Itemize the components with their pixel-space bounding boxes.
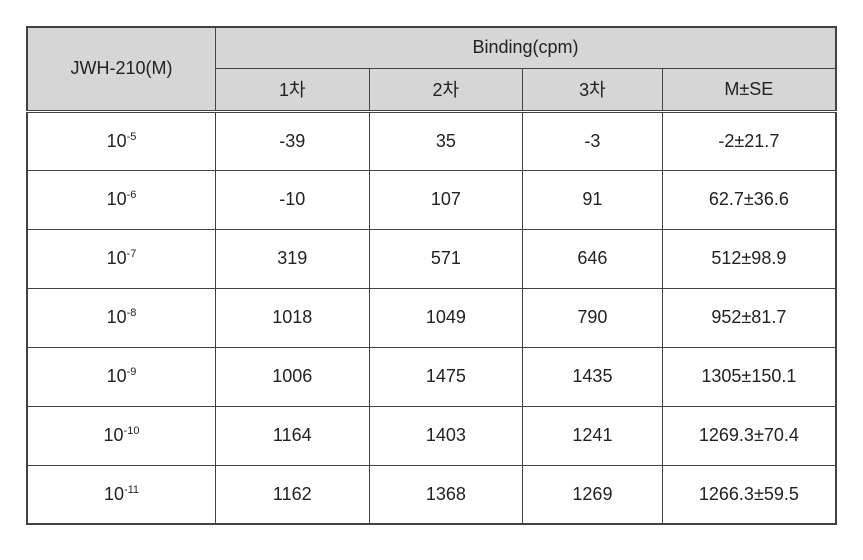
val-mse: 1269.3±70.4 xyxy=(662,406,836,465)
val-c3: 1435 xyxy=(523,347,663,406)
table-row: 10-5 -39 35 -3 -2±21.7 xyxy=(27,111,836,170)
concentration-cell: 10-5 xyxy=(27,111,216,170)
table-row: 10-9 1006 1475 1435 1305±150.1 xyxy=(27,347,836,406)
binding-header: Binding(cpm) xyxy=(216,27,837,68)
concentration-cell: 10-7 xyxy=(27,229,216,288)
val-mse: 62.7±36.6 xyxy=(662,170,836,229)
table-body: 10-5 -39 35 -3 -2±21.7 10-6 -10 107 91 6… xyxy=(27,111,836,524)
binding-table: JWH-210(M) Binding(cpm) 1차 2차 3차 M±SE 10… xyxy=(26,26,837,525)
val-c3: 1241 xyxy=(523,406,663,465)
subheader-1: 1차 xyxy=(216,68,370,111)
val-c1: 1018 xyxy=(216,288,370,347)
table-row: 10-11 1162 1368 1269 1266.3±59.5 xyxy=(27,465,836,524)
val-mse: 1266.3±59.5 xyxy=(662,465,836,524)
val-mse: 952±81.7 xyxy=(662,288,836,347)
val-c2: 1403 xyxy=(369,406,523,465)
val-c1: 1164 xyxy=(216,406,370,465)
val-c1: -10 xyxy=(216,170,370,229)
table-row: 10-8 1018 1049 790 952±81.7 xyxy=(27,288,836,347)
subheader-3: 3차 xyxy=(523,68,663,111)
val-c3: 646 xyxy=(523,229,663,288)
val-c2: 1368 xyxy=(369,465,523,524)
concentration-cell: 10-6 xyxy=(27,170,216,229)
val-c3: 790 xyxy=(523,288,663,347)
val-c2: 107 xyxy=(369,170,523,229)
table-row: 10-6 -10 107 91 62.7±36.6 xyxy=(27,170,836,229)
val-c1: 1006 xyxy=(216,347,370,406)
val-c2: 571 xyxy=(369,229,523,288)
val-c3: 91 xyxy=(523,170,663,229)
val-c3: 1269 xyxy=(523,465,663,524)
table-row: 10-10 1164 1403 1241 1269.3±70.4 xyxy=(27,406,836,465)
row-label-header: JWH-210(M) xyxy=(27,27,216,111)
table-row: 10-7 319 571 646 512±98.9 xyxy=(27,229,836,288)
val-mse: -2±21.7 xyxy=(662,111,836,170)
concentration-cell: 10-10 xyxy=(27,406,216,465)
concentration-cell: 10-8 xyxy=(27,288,216,347)
val-c1: -39 xyxy=(216,111,370,170)
val-c1: 319 xyxy=(216,229,370,288)
val-c3: -3 xyxy=(523,111,663,170)
concentration-cell: 10-11 xyxy=(27,465,216,524)
val-c1: 1162 xyxy=(216,465,370,524)
concentration-cell: 10-9 xyxy=(27,347,216,406)
val-c2: 35 xyxy=(369,111,523,170)
table-header: JWH-210(M) Binding(cpm) 1차 2차 3차 M±SE xyxy=(27,27,836,111)
val-mse: 512±98.9 xyxy=(662,229,836,288)
subheader-mse: M±SE xyxy=(662,68,836,111)
subheader-2: 2차 xyxy=(369,68,523,111)
val-c2: 1475 xyxy=(369,347,523,406)
val-c2: 1049 xyxy=(369,288,523,347)
val-mse: 1305±150.1 xyxy=(662,347,836,406)
